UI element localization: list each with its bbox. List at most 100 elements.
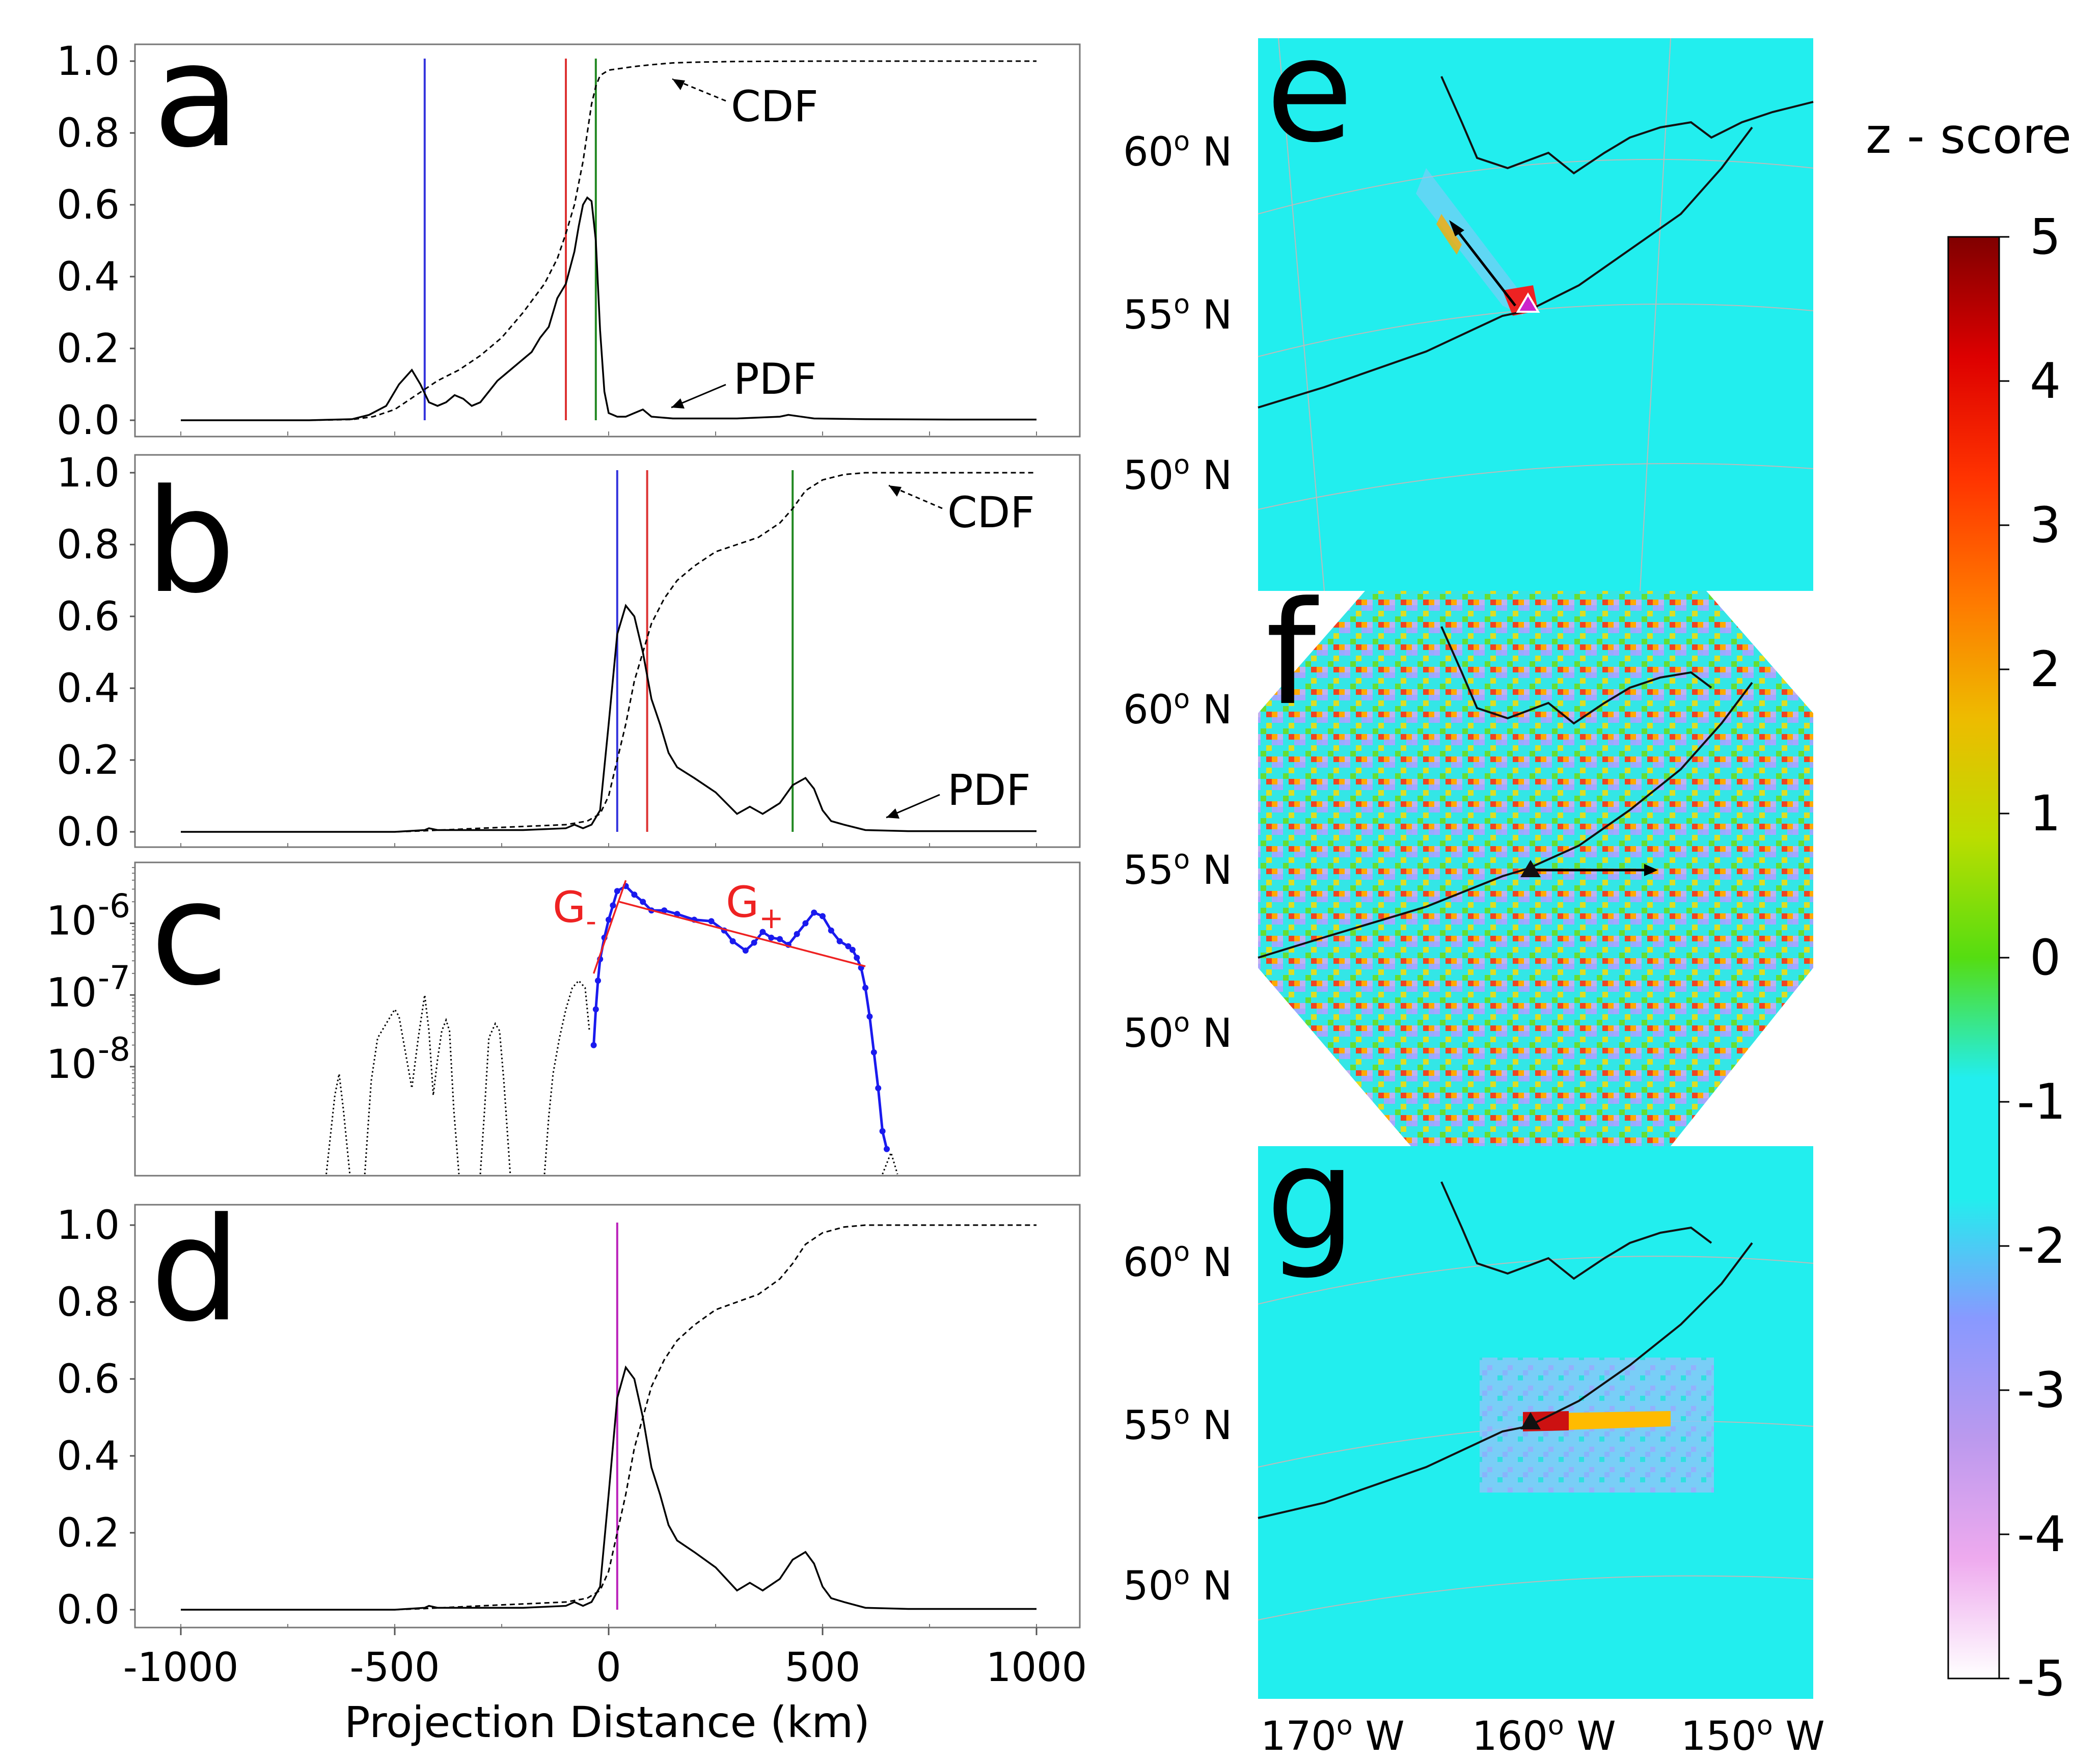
panel-c-gminus-label: G- (553, 882, 596, 938)
map-f-source-triangle (1520, 860, 1541, 877)
series-point (820, 913, 826, 919)
map-f: f (1258, 571, 1813, 1146)
ytick-label: 1.0 (57, 1203, 120, 1249)
map-e-arrowhead (1449, 220, 1464, 236)
map-f-coastline (1258, 682, 1753, 959)
colorbar-tick-label: -1 (2017, 1073, 2066, 1130)
ytick-exponent: -8 (98, 1031, 130, 1069)
series-point (606, 916, 612, 923)
ytick-label: 0.0 (57, 809, 120, 855)
series-point (802, 920, 809, 927)
panel-c-yticks: 10-610-710-8 (46, 867, 135, 1118)
lat-label: 55o N (1123, 289, 1232, 338)
series-point (849, 946, 856, 953)
series-point (845, 943, 852, 950)
panel-a: 0.0 0.2 0.4 0.6 0.8 1.0 a CDF PDF (57, 13, 1081, 444)
ytick-label: 0.6 (57, 182, 120, 228)
series-point (854, 955, 860, 961)
series-point (870, 1049, 877, 1055)
series-point (768, 934, 775, 941)
panel-d: 0.0 0.2 0.4 0.6 0.8 1.0 -1000 -500 0 500 1000 d P… (57, 1187, 1087, 1747)
map-e-gridline (1258, 158, 1814, 214)
colorbar-tick-label: 4 (2030, 353, 2061, 410)
ytick-exponent: -7 (98, 959, 130, 997)
colorbar-tick-label: 3 (2030, 497, 2061, 554)
panel-b-cdf-label: CDF (947, 487, 1035, 537)
lat-label: 60o N (1123, 684, 1232, 733)
lat-label: 60o N (1123, 1237, 1232, 1286)
ytick-label: 1.0 (57, 450, 120, 496)
map-e-coastline (1440, 76, 1814, 175)
ytick-label: 0.2 (57, 1510, 120, 1556)
series-dotted-background (479, 1022, 511, 1175)
series-point (777, 936, 783, 942)
lat-label: 50o N (1123, 450, 1232, 499)
panel-b-cdf-arrow (888, 484, 943, 509)
ytick-label: 10 (46, 899, 97, 944)
ytick-label: 0.4 (57, 1433, 120, 1479)
panel-c: 10-610-710-8 c G- G+ (46, 851, 1081, 1177)
panel-a-yticks: 0.0 0.2 0.4 0.6 0.8 1.0 (57, 39, 135, 444)
map-e-arrow (1453, 226, 1516, 307)
series-cdf (181, 1224, 1037, 1611)
lat-labels-e: 60o N 55o N 50o N (1123, 126, 1232, 499)
ytick-label: 0.8 (57, 111, 120, 156)
lat-labels-g: 60o N 55o N 50o N (1123, 1237, 1232, 1609)
colorbar-tick-label: -2 (2017, 1217, 2066, 1275)
colorbar-tick-label: -4 (2017, 1506, 2066, 1563)
panel-b-pdf-arrowhead (886, 808, 899, 819)
series-g+ (619, 901, 866, 967)
panel-c-gplus-label: G+ (726, 877, 784, 935)
series-cdf (181, 60, 1037, 421)
ytick-exponent: -6 (98, 888, 130, 926)
series-point (610, 902, 616, 909)
panel-b: 0.0 0.2 0.4 0.6 0.8 1.0 b CDF PDF (57, 450, 1081, 855)
series-point (640, 899, 646, 905)
colorbar-tick-label: 2 (2030, 641, 2061, 698)
panel-b-plot (180, 470, 1037, 847)
xtick-label: -500 (349, 1645, 440, 1691)
series-point (811, 909, 817, 916)
series-point (590, 1042, 597, 1048)
ytick-label: 0.6 (57, 1357, 120, 1402)
panel-a-cdf-label: CDF (731, 82, 819, 131)
series-pdf (181, 1365, 1037, 1611)
panel-b-label: b (145, 459, 236, 625)
ytick-label: 0.0 (57, 398, 120, 444)
series-point (592, 1006, 599, 1013)
colorbar-tick-label: 5 (2030, 208, 2061, 265)
lon-labels: 170o W 160o W 150o W (1261, 1711, 1825, 1759)
ytick-label: 0.8 (57, 522, 120, 568)
map-e-source-triangle (1516, 292, 1540, 313)
series-point (742, 947, 749, 954)
map-g-gridline (1258, 1575, 1814, 1620)
map-g: g (1258, 1116, 1814, 1699)
map-g-gridline (1258, 1256, 1814, 1305)
panel-c-frame (134, 861, 1081, 1177)
map-e-gridline (1258, 463, 1814, 510)
panel-c-label: c (150, 851, 229, 1017)
series-blue-pdf-log (592, 884, 888, 1150)
map-g-label: g (1266, 1116, 1356, 1282)
series-point (836, 938, 843, 944)
series-point (794, 931, 800, 937)
lat-label: 50o N (1123, 1560, 1232, 1609)
panel-d-frame (134, 1204, 1081, 1629)
panel-d-label: d (150, 1187, 241, 1353)
panel-a-label: a (153, 13, 240, 179)
lat-label: 50o N (1123, 1008, 1232, 1056)
series-point (884, 1146, 890, 1152)
series-pdf (181, 604, 1037, 833)
panel-b-cdf-arrowhead (889, 485, 902, 497)
xtick-label: 1000 (986, 1645, 1087, 1691)
map-f-coastline (1440, 626, 1712, 725)
map-panels: e f g 60o N (1123, 8, 1825, 1759)
panel-a-cdf-arrow (672, 78, 726, 102)
series-g- (592, 880, 627, 974)
ytick-label: 0.6 (57, 594, 120, 640)
colorbar-bar (1947, 236, 2000, 1679)
ytick-label: 0.2 (57, 738, 120, 783)
map-e-gridline (1640, 38, 1671, 591)
colorbar-ticks: 5 4 3 2 1 0 -1 -2 -3 -4 -5 (1999, 208, 2066, 1707)
series-point (866, 1013, 873, 1020)
